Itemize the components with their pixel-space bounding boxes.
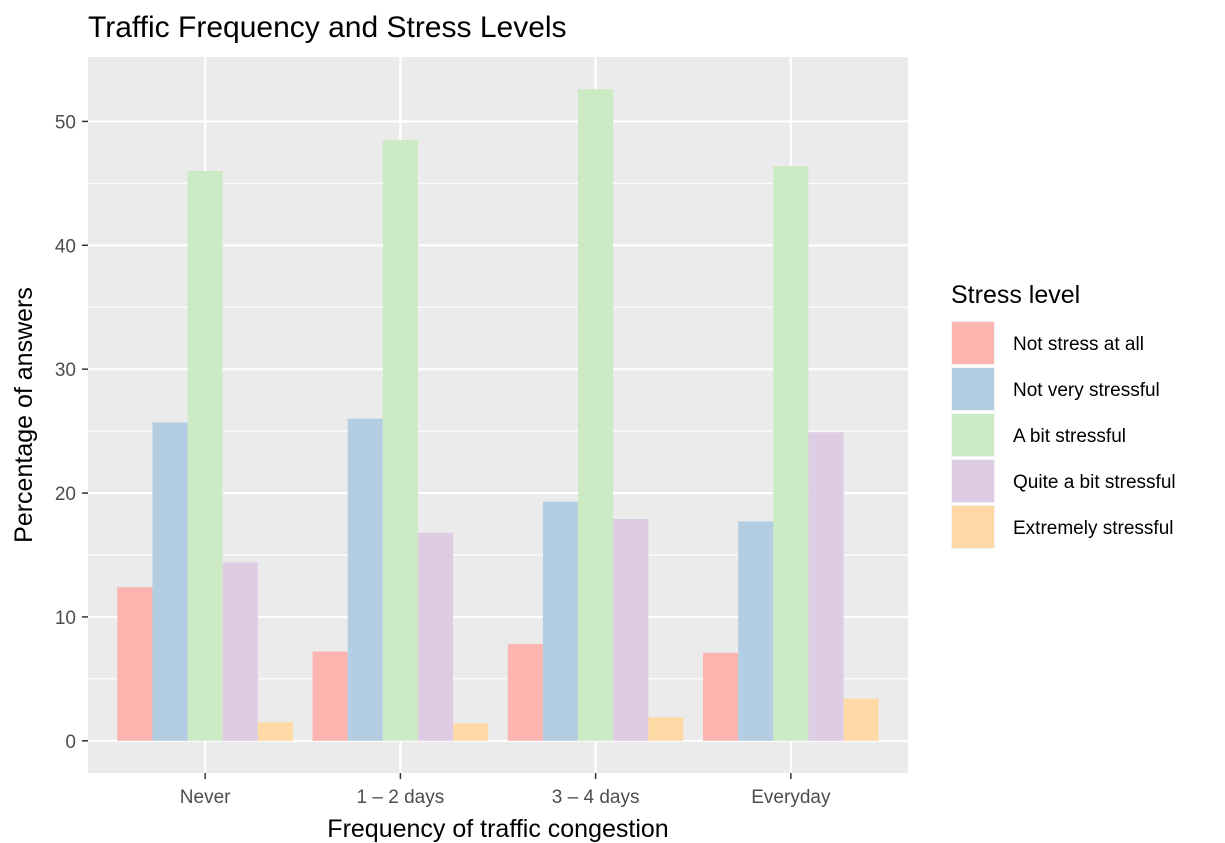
legend-title: Stress level [951, 281, 1080, 309]
y-tick-label: 20 [55, 484, 76, 505]
chart-title: Traffic Frequency and Stress Levels [88, 11, 567, 44]
bar [578, 89, 614, 741]
bar [187, 170, 223, 741]
legend-label: Extremely stressful [1013, 518, 1173, 539]
legend-label: Not very stressful [1013, 380, 1160, 401]
x-tick-label: Everyday [751, 787, 831, 808]
x-axis-title: Frequency of traffic congestion [327, 815, 668, 843]
bar [507, 644, 543, 741]
legend-swatch [952, 414, 994, 456]
x-tick-label: Never [180, 787, 231, 808]
bar [312, 651, 348, 741]
legend: Stress level Not stress at all Not very s… [951, 281, 1176, 549]
y-tick-label: 30 [55, 360, 76, 381]
bar [648, 717, 684, 741]
x-tick-label: 3 – 4 days [552, 787, 640, 808]
bar [613, 519, 649, 741]
y-tick-label: 40 [55, 236, 76, 257]
bar [738, 521, 774, 741]
y-axis: 0 10 20 30 40 50 [55, 112, 88, 753]
y-tick-label: 50 [55, 112, 76, 133]
y-tick-label: 10 [55, 608, 76, 629]
x-axis: Never 1 – 2 days 3 – 4 days Everyday [180, 773, 831, 808]
legend-swatch [952, 322, 994, 364]
bar [453, 723, 489, 741]
bar [808, 432, 844, 741]
bar [773, 166, 809, 741]
bar [222, 562, 258, 741]
legend-items: Not stress at all Not very stressful A bit… [951, 321, 1176, 549]
legend-swatch [952, 506, 994, 548]
legend-label: Quite a bit stressful [1013, 472, 1176, 493]
legend-swatch [952, 368, 994, 410]
bar [152, 422, 188, 741]
bar [347, 418, 383, 741]
bar [843, 698, 879, 741]
legend-label: A bit stressful [1013, 426, 1126, 447]
bar [117, 587, 153, 741]
x-tick-label: 1 – 2 days [357, 787, 445, 808]
bars [117, 89, 879, 741]
legend-swatch [952, 460, 994, 502]
bar [417, 532, 454, 741]
bar [542, 501, 579, 741]
bar [382, 139, 418, 741]
y-tick-label: 0 [65, 732, 76, 753]
bar [257, 722, 293, 741]
bar [703, 652, 739, 741]
legend-label: Not stress at all [1013, 334, 1144, 355]
y-axis-title: Percentage of answers [10, 287, 38, 543]
